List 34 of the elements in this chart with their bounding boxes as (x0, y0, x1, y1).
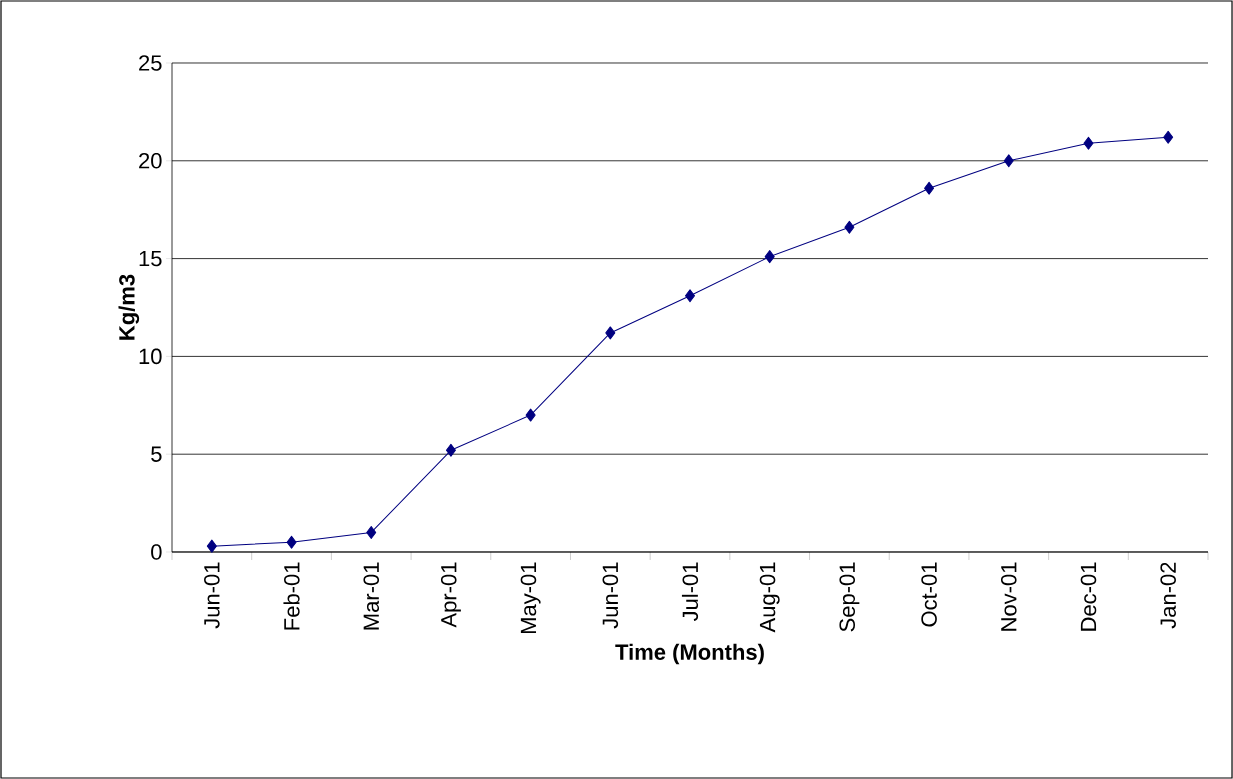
point (1003, 154, 1014, 168)
y-tick-label: 20 (139, 153, 162, 169)
x-tick-label: Sep-01 (839, 562, 860, 632)
point (286, 535, 297, 549)
x-tick-label: Dec-01 (1080, 562, 1097, 631)
x-tick-label: Nov-01 (1000, 562, 1017, 631)
x-tick-label: Apr-01 (440, 562, 461, 628)
point (844, 220, 855, 234)
point (366, 525, 377, 539)
x-tick-label: Feb-01 (283, 562, 300, 630)
y-tick-label: 10 (139, 348, 162, 365)
point (1083, 136, 1094, 150)
point (206, 539, 217, 553)
y-tick-label: 5 (151, 446, 162, 462)
point (605, 326, 616, 340)
point (685, 289, 696, 303)
y-tick-label: 25 (139, 55, 162, 71)
x-tick-label: Jun-01 (204, 562, 220, 629)
y-axis-title: Kg/m3 (118, 274, 140, 340)
point (764, 250, 775, 264)
y-tick-label: 15 (139, 250, 162, 267)
point (525, 408, 536, 422)
x-tick-label: Jul-01 (681, 562, 699, 622)
x-tick-label: Jan-02 (1160, 562, 1176, 629)
y-tick-label: 0 (151, 544, 162, 560)
x-tick-label: Mar-01 (363, 562, 380, 630)
x-tick-label: Aug-01 (759, 562, 780, 633)
point (445, 443, 456, 457)
x-tick-label: Oct-01 (921, 562, 937, 627)
x-tick-label: May-01 (520, 562, 541, 634)
point (924, 181, 935, 195)
point (1163, 130, 1174, 144)
x-tick-label: Jun-01 (602, 562, 619, 629)
x-axis-title: Time (Months) (615, 643, 764, 665)
